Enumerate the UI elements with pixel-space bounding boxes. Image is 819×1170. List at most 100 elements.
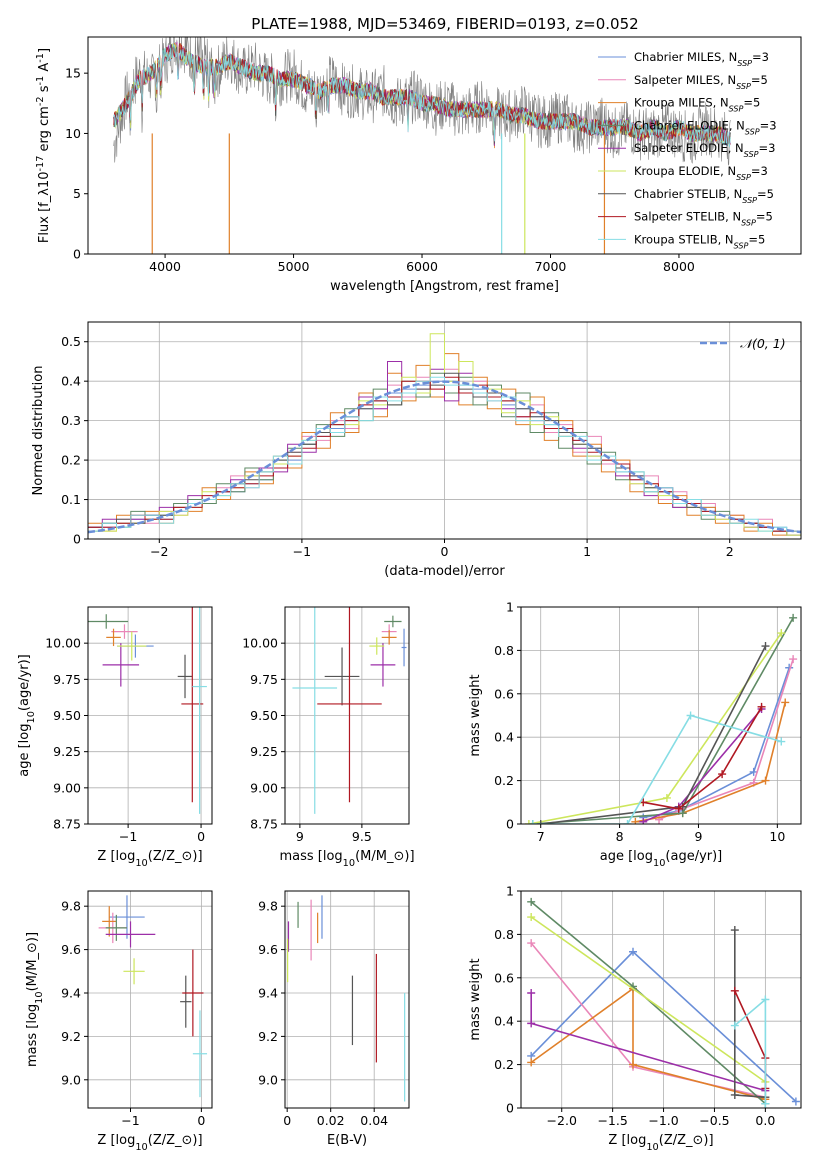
- x-tick-label: 0: [441, 544, 449, 559]
- label-fragment: mass [log: [25, 1004, 40, 1067]
- y-tick-label: 0.4: [494, 1014, 514, 1029]
- x-tick-label: 9: [296, 829, 304, 844]
- weight-point-marker: [527, 939, 536, 948]
- x-tick-label: 10: [769, 829, 785, 844]
- y-tick-label: 8.75: [53, 817, 81, 832]
- legend-label-main: Kroupa MILES, N: [634, 96, 729, 110]
- weight-point-marker: [761, 642, 770, 651]
- label-fragment: -17: [35, 156, 46, 172]
- weight-point-marker: [524, 820, 533, 824]
- x-axis-label: Z [log10(Z/Z_⊙)]: [97, 1133, 202, 1153]
- weight-series-line: [532, 714, 782, 824]
- label-fragment: -1: [35, 53, 46, 63]
- legend-label: Salpeter MILES, NSSP=5: [634, 73, 768, 91]
- y-axis-label: mass [log10(M/M_⊙)]: [25, 932, 45, 1067]
- x-axis-label: Z [log10(Z/Z_⊙)]: [608, 1133, 713, 1153]
- weight-point-marker: [718, 770, 727, 779]
- legend-label-n: =5: [757, 187, 774, 201]
- weight-point-marker: [629, 1060, 637, 1069]
- error-point: [117, 631, 147, 661]
- weight-point-marker: [623, 820, 632, 824]
- error-point: [192, 607, 207, 814]
- legend-label-sub: SSP: [744, 150, 759, 159]
- x-axis-label: Z [log10(Z/Z_⊙)]: [97, 849, 202, 869]
- error-point: [401, 628, 407, 667]
- legend-label-main: Salpeter MILES, N: [634, 73, 736, 87]
- y-tick-label: 0.4: [494, 730, 514, 745]
- x-tick-label: −1.0: [648, 1113, 678, 1128]
- y-tick-label: 9.50: [250, 708, 278, 723]
- y-tick-label: 0.5: [61, 334, 81, 349]
- axes-border: [87, 36, 802, 255]
- y-tick-label: 0.4: [61, 374, 81, 389]
- weight-point-marker: [536, 820, 545, 824]
- label-fragment: -1: [35, 76, 46, 86]
- legend-label-n: =3: [758, 141, 775, 155]
- weight-point-marker: [527, 913, 536, 922]
- y-tick-label: 9.6: [61, 942, 81, 957]
- label-fragment: (Z/Z_⊙)]: [148, 849, 203, 864]
- label-fragment: A: [37, 63, 52, 76]
- error-point: [180, 975, 192, 1028]
- x-axis-label: (data-model)/error: [384, 564, 505, 579]
- legend-label-main: Kroupa ELODIE, N: [634, 164, 736, 178]
- mass-vs-ebv-panel: 0 0.02 0.04 9.0 9.2 9.4 9.6 9.8 E(B-V): [258, 890, 410, 1148]
- legend-label-n: =5: [756, 210, 773, 224]
- weight-point-marker: [527, 1058, 536, 1067]
- error-point: [105, 914, 127, 941]
- error-point: [370, 643, 396, 687]
- y-tick-label: 1: [506, 884, 514, 899]
- y-tick-label: 9.8: [258, 899, 278, 914]
- weight-point-marker: [631, 817, 640, 824]
- label-fragment: (Z/Z_⊙)]: [659, 1133, 714, 1148]
- axes-frame: 9 9.5 8.75 9.00 9.25 9.50 9.75 10.00 mass [log10…: [242, 606, 415, 869]
- weight-point-marker: [527, 897, 536, 906]
- x-axis-label: age [log10(age/yr)]: [600, 849, 723, 869]
- x-tick-label: 8: [616, 829, 624, 844]
- y-tick-label: 9.00: [250, 780, 278, 795]
- weight-series-line: [530, 987, 766, 1101]
- legend-label: 𝒩(0, 1): [740, 336, 786, 351]
- y-tick-label: 0: [506, 817, 514, 832]
- label-fragment: -2: [35, 96, 46, 106]
- plot-area: [527, 897, 800, 1108]
- label-fragment: Z [log: [97, 1133, 135, 1148]
- x-tick-label: 5000: [278, 259, 310, 274]
- label-fragment: 10: [135, 1142, 147, 1153]
- y-axis-label: Normed distribution: [31, 366, 46, 496]
- label-fragment: age [log: [17, 724, 32, 777]
- label-fragment: 10: [646, 1142, 658, 1153]
- legend-label-sub: SSP: [742, 195, 757, 204]
- y-tick-label: 0: [506, 1101, 514, 1116]
- weight-point-marker: [674, 804, 683, 813]
- y-tick-label: 9.25: [250, 744, 278, 759]
- x-tick-label: 6000: [406, 259, 438, 274]
- y-tick-label: 10.00: [242, 636, 278, 651]
- label-fragment: (age/yr)]: [17, 654, 32, 711]
- legend-label: Salpeter ELODIE, NSSP=3: [634, 141, 775, 159]
- label-fragment: erg cm: [37, 106, 52, 155]
- y-tick-label: 9.75: [250, 672, 278, 687]
- legend-label: Kroupa ELODIE, NSSP=3: [634, 164, 768, 182]
- y-tick-label: 0.2: [61, 453, 81, 468]
- y-tick-label: 9.0: [61, 1072, 81, 1087]
- legend-label-main: Salpeter STELIB, N: [634, 210, 741, 224]
- x-axis-label: wavelength [Angstrom, rest frame]: [330, 279, 559, 294]
- y-tick-label: 5: [73, 186, 81, 201]
- legend-label-sub: SSP: [745, 127, 760, 136]
- x-tick-label: 2: [726, 544, 734, 559]
- label-fragment: Z [log: [608, 1133, 646, 1148]
- label-fragment: 10: [653, 858, 665, 869]
- label-fragment: mass [log: [279, 849, 342, 864]
- weight-point-marker: [777, 737, 786, 746]
- x-tick-label: 0: [197, 829, 205, 844]
- error-point: [192, 1010, 208, 1098]
- axes-frame: 0 0.02 0.04 9.0 9.2 9.4 9.6 9.8 E(B-V): [258, 890, 410, 1148]
- y-axis-label: mass weight: [468, 958, 483, 1040]
- legend-label-sub: SSP: [736, 81, 751, 90]
- x-tick-label: 4000: [149, 259, 181, 274]
- legend-label-sub: SSP: [737, 59, 752, 68]
- x-tick-label: −1.5: [597, 1113, 627, 1128]
